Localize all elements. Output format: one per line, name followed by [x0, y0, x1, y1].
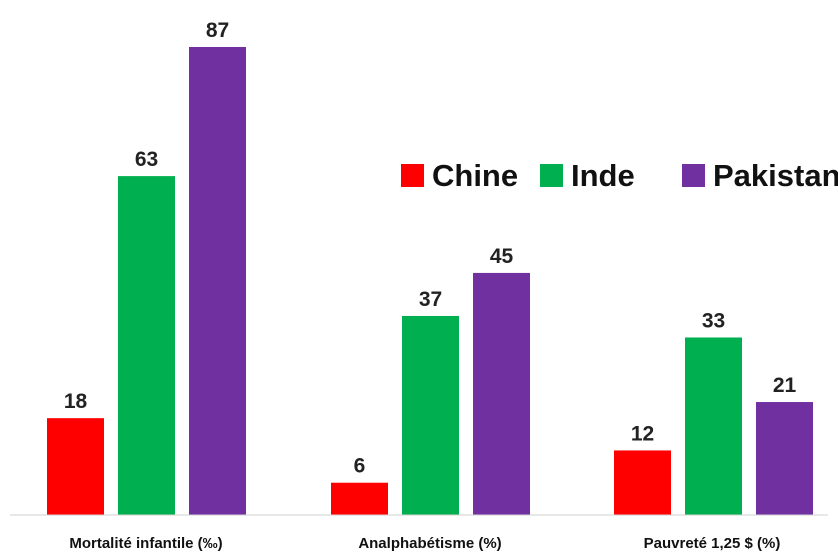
value-label-chine-2: 6 [354, 455, 366, 478]
value-labels-layer: 18 63 87 6 37 45 12 33 21 [64, 19, 797, 478]
legend-swatch-chine [401, 164, 424, 187]
value-label-inde-3: 33 [702, 309, 725, 332]
value-label-pakistan-3: 21 [773, 374, 797, 397]
legend-label-chine: Chine [432, 158, 518, 193]
bar-inde-3 [685, 337, 742, 515]
value-label-chine-3: 12 [631, 422, 654, 445]
bars-layer [47, 47, 813, 515]
bar-inde-2 [402, 315, 459, 515]
bar-chine-1 [47, 418, 104, 515]
legend: Chine Inde Pakistan [401, 158, 838, 193]
value-label-inde-1: 63 [135, 148, 158, 171]
value-label-pakistan-1: 87 [206, 19, 229, 42]
legend-label-inde: Inde [571, 158, 635, 193]
bar-chine-3 [614, 450, 671, 515]
category-label-3: Pauvreté 1,25 $ (%) [644, 535, 781, 552]
bar-pakistan-2 [473, 272, 530, 515]
category-label-1: Mortalité infantile (‰) [69, 535, 222, 552]
value-label-pakistan-2: 45 [490, 245, 514, 268]
category-label-2: Analphabétisme (%) [358, 535, 501, 552]
value-label-inde-2: 37 [419, 288, 442, 311]
value-label-chine-1: 18 [64, 390, 88, 413]
legend-swatch-inde [540, 164, 563, 187]
bar-pakistan-3 [756, 402, 813, 515]
bar-inde-1 [118, 176, 175, 515]
bar-chine-2 [331, 482, 388, 515]
bar-pakistan-1 [189, 47, 246, 515]
legend-label-pakistan: Pakistan [713, 158, 838, 193]
category-labels-layer: Mortalité infantile (‰) Analphabétisme (%… [69, 535, 780, 552]
legend-swatch-pakistan [682, 164, 705, 187]
